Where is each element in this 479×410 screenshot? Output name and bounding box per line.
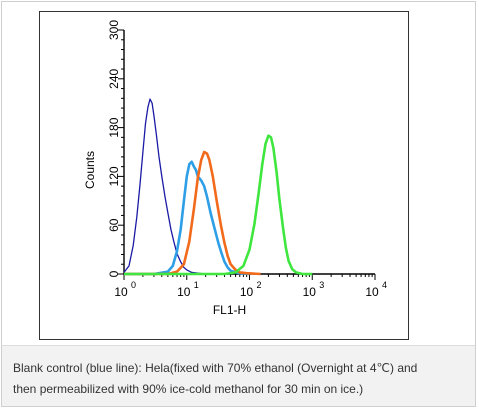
caption-bar: Blank control (blue line): Hela(fixed wi… (2, 345, 475, 406)
caption-line-1: Blank control (blue line): Hela(fixed wi… (13, 361, 418, 375)
x-tick-exponent: 2 (257, 280, 262, 290)
caption-line-2: then permeabilized with 90% ice-cold met… (13, 382, 364, 396)
x-tick-label: 10 (365, 285, 379, 299)
y-tick-label: 240 (107, 68, 121, 88)
x-tick-exponent: 0 (131, 280, 136, 290)
y-tick-label: 300 (107, 20, 121, 40)
x-tick-label: 10 (177, 285, 191, 299)
y-axis-title: Counts (83, 151, 97, 189)
x-tick-label: 10 (114, 285, 128, 299)
series-line-1 (123, 98, 231, 275)
x-tick-exponent: 3 (319, 280, 324, 290)
y-tick-label: 0 (107, 270, 121, 277)
x-axis-title: FL1-H (213, 303, 246, 317)
series-line-4 (124, 134, 313, 276)
series-line-3 (124, 150, 261, 276)
figure-caption: Blank control (blue line): Hela(fixed wi… (13, 358, 468, 400)
y-tick-label: 60 (107, 218, 121, 232)
x-tick-exponent: 1 (194, 280, 199, 290)
x-tick-label: 10 (303, 285, 317, 299)
series-line-2 (124, 160, 250, 276)
y-tick-label: 120 (107, 166, 121, 186)
y-tick-label: 180 (107, 117, 121, 137)
chart-frame: 0 60 120 180 240 300 10 0 10 1 10 2 10 3 10 4 FL1-H Count… (39, 11, 409, 340)
figure-area: 0 60 120 180 240 300 10 0 10 1 10 2 10 3 10 4 FL1-H Count… (2, 2, 475, 345)
x-tick-exponent: 4 (382, 280, 387, 290)
x-tick-label: 10 (240, 285, 254, 299)
